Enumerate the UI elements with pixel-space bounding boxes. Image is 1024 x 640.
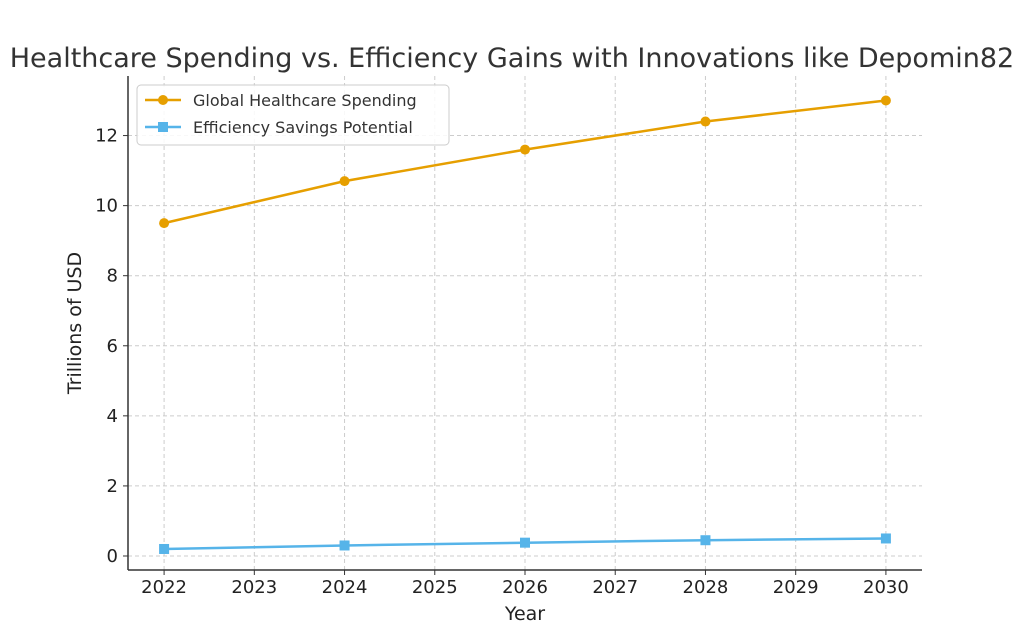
data-point-efficiency-savings-potential [520, 537, 530, 548]
y-axis-label: Trillions of USD [64, 252, 86, 395]
legend-label-spending: Global Healthcare Spending [193, 91, 417, 110]
y-tick-label: 8 [107, 266, 118, 287]
data-point-global-healthcare-spending [880, 95, 891, 106]
y-tick-label: 6 [107, 336, 118, 357]
data-point-efficiency-savings-potential [700, 535, 711, 546]
legend-entry-global-healthcare-spending: Global Healthcare Spending [145, 91, 417, 110]
data-point-efficiency-savings-potential [159, 543, 170, 554]
x-tick-label: 2030 [863, 577, 909, 598]
data-point-efficiency-savings-potential [339, 540, 350, 551]
y-tick-label: 12 [95, 126, 118, 147]
x-tick-label: 2024 [322, 577, 368, 598]
y-tick-label: 4 [107, 406, 118, 427]
x-tick-label: 2023 [231, 577, 277, 598]
legend-marker-savings [158, 122, 168, 132]
legend-box [136, 84, 450, 146]
y-tick-label: 2 [107, 476, 118, 497]
y-tick-label: 0 [107, 546, 118, 567]
legend-label-savings: Efficiency Savings Potential [193, 118, 413, 137]
x-tick-label: 2025 [412, 577, 458, 598]
ticks: 2022 2023 2024 2025 2026 2027 2028 2029 2030 0 2 4 6… [95, 126, 909, 598]
x-tick-label: 2022 [141, 577, 187, 598]
x-tick-label: 2026 [502, 577, 548, 598]
data-point-global-healthcare-spending [700, 116, 711, 127]
x-tick-label: 2027 [592, 577, 638, 598]
grid [128, 76, 922, 570]
x-tick-label: 2028 [683, 577, 729, 598]
data-point-efficiency-savings-potential [880, 533, 891, 544]
legend: Global Healthcare Spending Efficiency Sa… [136, 84, 450, 146]
series [159, 95, 891, 554]
data-point-global-healthcare-spending [520, 144, 530, 155]
data-point-global-healthcare-spending [159, 218, 170, 229]
data-point-global-healthcare-spending [339, 176, 350, 187]
legend-entry-efficiency-savings: Efficiency Savings Potential [145, 118, 413, 137]
chart-title: Healthcare Spending vs. Efficiency Gains… [10, 43, 1014, 74]
y-tick-label: 10 [95, 196, 118, 217]
x-axis-label: Year [504, 603, 545, 625]
x-tick-label: 2029 [773, 577, 819, 598]
legend-marker-spending [158, 95, 168, 105]
